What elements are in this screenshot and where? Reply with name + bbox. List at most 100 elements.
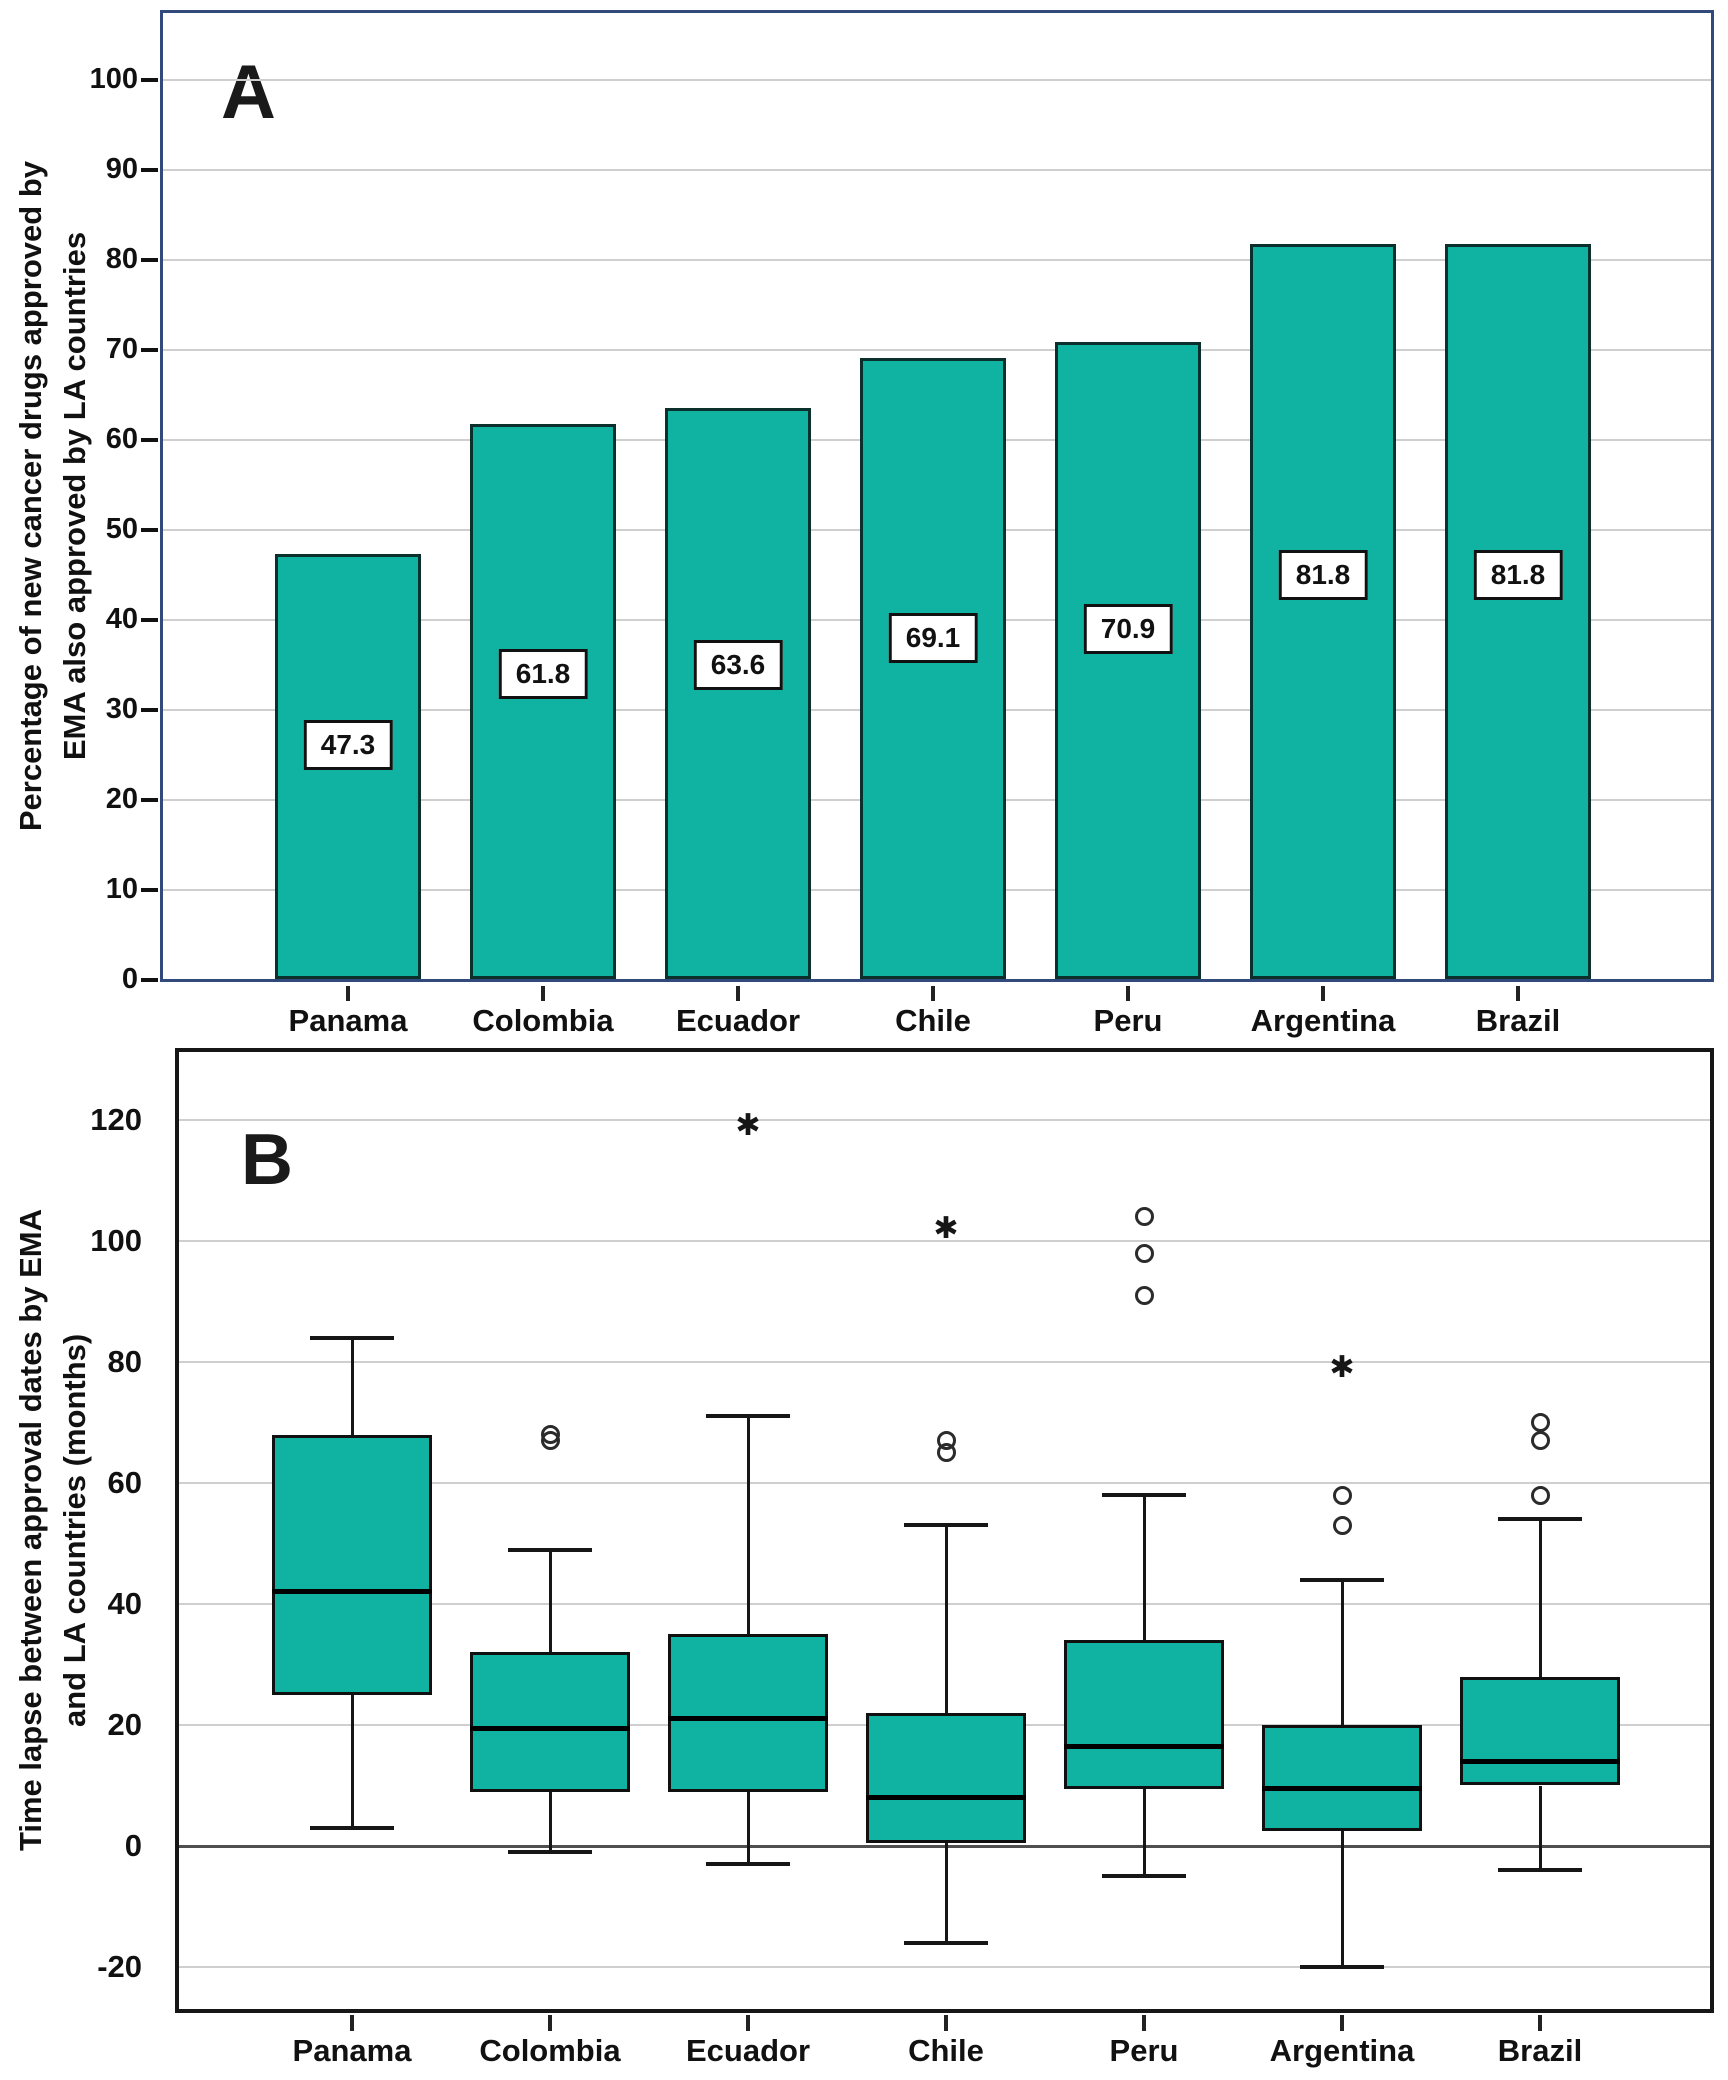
whisker-lower-brazil <box>1538 1785 1542 1871</box>
y-tick-label-a-90: 90 <box>105 153 138 185</box>
gridline-a-80 <box>163 259 1711 261</box>
whisker-lower-colombia <box>548 1791 552 1853</box>
outlier-star-ecuador-0: ✱ <box>735 1109 761 1143</box>
outlier-circle-brazil-0 <box>1530 1485 1550 1505</box>
whisker-upper-colombia <box>548 1549 552 1653</box>
whisker-cap-upper-panama <box>310 1335 394 1340</box>
box-brazil <box>1460 1676 1620 1786</box>
x-tick-mark-a-colombia <box>541 986 545 1001</box>
bar-ecuador <box>665 407 811 979</box>
x-tick-mark-a-argentina <box>1321 986 1325 1001</box>
box-peru <box>1064 1640 1224 1789</box>
x-tick-mark-b-argentina <box>1340 2015 1344 2031</box>
y-tick-mark-a-40 <box>141 618 158 622</box>
panel-a-label: A <box>221 50 276 135</box>
whisker-cap-lower-ecuador <box>706 1862 790 1867</box>
x-tick-mark-b-colombia <box>548 2015 552 2031</box>
median-line-panama <box>272 1589 432 1595</box>
bar-argentina <box>1250 243 1396 979</box>
x-label-b-chile: Chile <box>908 2033 984 2068</box>
x-label-b-peru: Peru <box>1109 2033 1179 2068</box>
x-label-a-brazil: Brazil <box>1475 1003 1561 1038</box>
box-chile <box>866 1712 1026 1843</box>
y-tick-label-a-100: 100 <box>89 63 138 95</box>
x-tick-mark-a-brazil <box>1516 986 1520 1001</box>
median-line-colombia <box>470 1725 630 1731</box>
gridline-b-100 <box>179 1240 1710 1242</box>
x-label-b-colombia: Colombia <box>479 2033 621 2068</box>
whisker-lower-chile <box>944 1842 948 1943</box>
panel-b-y-axis-title: Time lapse between approval dates by EMA… <box>2 1048 104 2013</box>
whisker-lower-peru <box>1142 1788 1146 1877</box>
gridline-b-60 <box>179 1482 1710 1484</box>
y-tick-label-b-20: 20 <box>107 1707 142 1742</box>
bar-value-label-panama: 47.3 <box>303 720 393 771</box>
panel-b-y-axis-title-line1: Time lapse between approval dates by EMA <box>12 1209 48 1852</box>
whisker-cap-lower-chile <box>904 1940 988 1945</box>
y-tick-label-a-70: 70 <box>105 333 138 365</box>
outlier-circle-argentina-1 <box>1332 1485 1352 1505</box>
x-tick-mark-a-panama <box>346 986 350 1001</box>
whisker-cap-lower-argentina <box>1300 1965 1384 1969</box>
outlier-star-chile-0: ✱ <box>933 1211 959 1245</box>
y-tick-label-b-60: 60 <box>107 1465 142 1500</box>
x-tick-mark-b-chile <box>944 2015 948 2031</box>
x-label-a-chile: Chile <box>895 1003 971 1038</box>
whisker-lower-argentina <box>1340 1830 1344 1967</box>
median-line-chile <box>866 1795 1026 1801</box>
y-tick-mark-a-100 <box>141 78 158 82</box>
y-tick-label-b-120: 120 <box>90 1102 142 1137</box>
whisker-cap-upper-chile <box>904 1523 988 1528</box>
y-tick-label-b-80: 80 <box>107 1344 142 1379</box>
y-tick-mark-a-10 <box>141 888 158 892</box>
x-label-b-panama: Panama <box>292 2033 412 2068</box>
y-tick-mark-a-20 <box>141 798 158 802</box>
x-tick-mark-b-brazil <box>1538 2015 1542 2031</box>
bar-value-label-brazil: 81.8 <box>1473 549 1563 600</box>
bar-colombia <box>470 423 616 979</box>
y-tick-mark-a-60 <box>141 438 158 442</box>
median-line-brazil <box>1460 1758 1620 1764</box>
x-tick-mark-a-ecuador <box>736 986 740 1001</box>
whisker-cap-upper-argentina <box>1300 1577 1384 1582</box>
outlier-circle-colombia-1 <box>540 1425 560 1445</box>
y-tick-mark-a-0 <box>141 978 158 982</box>
whisker-lower-ecuador <box>746 1791 750 1865</box>
gridline-b--20 <box>179 1966 1710 1968</box>
y-tick-label-a-80: 80 <box>105 243 138 275</box>
gridline-a-70 <box>163 349 1711 351</box>
whisker-cap-lower-colombia <box>508 1850 592 1855</box>
box-panama <box>272 1434 432 1695</box>
y-tick-label-b-0: 0 <box>124 1828 142 1863</box>
whisker-cap-lower-peru <box>1102 1874 1186 1879</box>
median-line-argentina <box>1262 1786 1422 1792</box>
whisker-cap-upper-peru <box>1102 1493 1186 1498</box>
bar-peru <box>1055 341 1201 979</box>
gridline-a-90 <box>163 169 1711 171</box>
outlier-circle-peru-1 <box>1134 1243 1154 1263</box>
y-tick-label-a-20: 20 <box>105 783 138 815</box>
x-label-a-panama: Panama <box>288 1003 408 1038</box>
y-tick-label-a-0: 0 <box>121 963 138 995</box>
bar-value-label-peru: 70.9 <box>1083 603 1173 654</box>
y-tick-label-a-40: 40 <box>105 603 138 635</box>
panel-a-plot-area: A 47.3 61.8 63.6 69.1 70.9 81.8 81.8 <box>160 10 1714 982</box>
whisker-upper-peru <box>1142 1495 1146 1641</box>
whisker-upper-argentina <box>1340 1579 1344 1725</box>
y-tick-mark-a-90 <box>141 168 158 172</box>
outlier-circle-argentina-0 <box>1332 1515 1352 1535</box>
x-label-a-colombia: Colombia <box>472 1003 614 1038</box>
bar-value-label-ecuador: 63.6 <box>693 639 783 690</box>
y-tick-mark-a-70 <box>141 348 158 352</box>
x-label-b-ecuador: Ecuador <box>685 2033 811 2068</box>
gridline-a-100 <box>163 79 1711 81</box>
whisker-upper-panama <box>350 1337 354 1435</box>
x-label-a-argentina: Argentina <box>1250 1003 1396 1038</box>
whisker-cap-lower-panama <box>310 1825 394 1830</box>
whisker-upper-chile <box>944 1525 948 1713</box>
x-label-b-argentina: Argentina <box>1269 2033 1415 2068</box>
whisker-cap-upper-colombia <box>508 1547 592 1552</box>
x-tick-mark-b-peru <box>1142 2015 1146 2031</box>
bar-value-label-argentina: 81.8 <box>1278 549 1368 600</box>
